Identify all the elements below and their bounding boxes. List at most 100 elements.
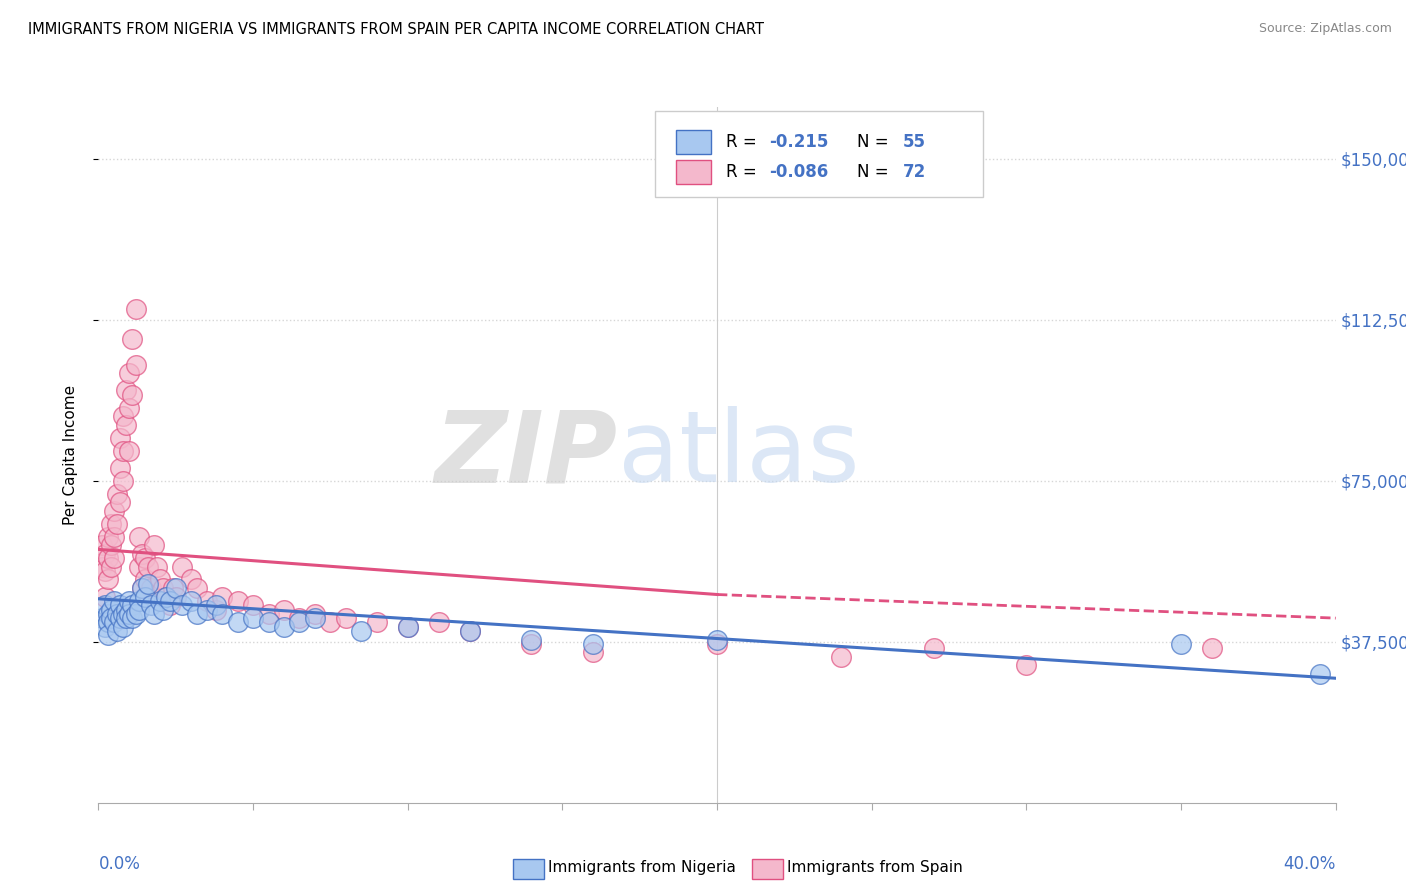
- Point: [115, 611, 138, 625]
- Point: [93, 620, 115, 634]
- Point: [366, 615, 388, 630]
- Point: [205, 599, 228, 613]
- Point: [103, 615, 125, 630]
- Point: [90, 559, 112, 574]
- Point: [186, 607, 208, 621]
- Point: [458, 624, 481, 638]
- Point: [136, 576, 159, 591]
- Text: 72: 72: [903, 162, 927, 180]
- Point: [165, 590, 187, 604]
- Point: [143, 607, 166, 621]
- Point: [112, 409, 135, 424]
- Point: [146, 559, 169, 574]
- Point: [396, 620, 419, 634]
- Point: [105, 516, 128, 531]
- Point: [100, 538, 122, 552]
- Point: [103, 551, 125, 566]
- Point: [128, 559, 150, 574]
- Point: [152, 581, 174, 595]
- Text: Immigrants from Nigeria: Immigrants from Nigeria: [548, 861, 737, 875]
- Point: [97, 628, 120, 642]
- Point: [304, 607, 326, 621]
- Point: [108, 495, 131, 509]
- Text: IMMIGRANTS FROM NIGERIA VS IMMIGRANTS FROM SPAIN PER CAPITA INCOME CORRELATION C: IMMIGRANTS FROM NIGERIA VS IMMIGRANTS FR…: [28, 22, 763, 37]
- Point: [226, 594, 249, 608]
- Point: [195, 602, 218, 616]
- Text: Source: ZipAtlas.com: Source: ZipAtlas.com: [1258, 22, 1392, 36]
- Point: [273, 620, 295, 634]
- Point: [118, 401, 141, 415]
- Point: [93, 547, 115, 561]
- Point: [134, 590, 156, 604]
- Point: [90, 538, 112, 552]
- Point: [706, 637, 728, 651]
- Point: [242, 611, 264, 625]
- Point: [124, 358, 146, 372]
- Point: [706, 632, 728, 647]
- Point: [427, 615, 450, 630]
- Point: [170, 559, 193, 574]
- Point: [304, 611, 326, 625]
- Point: [93, 599, 115, 613]
- Point: [396, 620, 419, 634]
- Point: [139, 599, 162, 613]
- Point: [115, 417, 138, 432]
- Point: [139, 581, 162, 595]
- Point: [1201, 641, 1223, 656]
- Point: [112, 443, 135, 458]
- Point: [128, 602, 150, 616]
- Point: [100, 559, 122, 574]
- Point: [155, 590, 177, 604]
- Point: [830, 649, 852, 664]
- Text: 55: 55: [903, 133, 925, 151]
- Y-axis label: Per Capita Income: Per Capita Income: [63, 384, 77, 525]
- Point: [124, 607, 146, 621]
- Point: [121, 388, 143, 402]
- Point: [159, 594, 181, 608]
- Point: [1309, 667, 1331, 681]
- Point: [128, 594, 150, 608]
- Point: [105, 486, 128, 500]
- Point: [582, 637, 605, 651]
- Text: atlas: atlas: [619, 407, 859, 503]
- Bar: [676, 160, 711, 184]
- Point: [105, 624, 128, 638]
- Point: [1170, 637, 1192, 651]
- Point: [108, 611, 131, 625]
- Point: [108, 599, 131, 613]
- Point: [93, 590, 115, 604]
- Point: [582, 645, 605, 659]
- Text: N =: N =: [856, 133, 894, 151]
- Point: [319, 615, 342, 630]
- Point: [288, 615, 311, 630]
- Point: [205, 602, 228, 616]
- Point: [143, 538, 166, 552]
- Point: [520, 637, 543, 651]
- Point: [103, 594, 125, 608]
- Point: [149, 594, 172, 608]
- Text: -0.086: -0.086: [769, 162, 828, 180]
- Text: ZIP: ZIP: [434, 407, 619, 503]
- Point: [257, 615, 280, 630]
- Point: [195, 594, 218, 608]
- Point: [121, 611, 143, 625]
- Point: [112, 607, 135, 621]
- Point: [121, 599, 143, 613]
- Point: [288, 611, 311, 625]
- Point: [350, 624, 373, 638]
- Point: [97, 573, 120, 587]
- Point: [273, 602, 295, 616]
- Point: [97, 607, 120, 621]
- Point: [124, 301, 146, 316]
- Text: -0.215: -0.215: [769, 133, 828, 151]
- Point: [162, 581, 184, 595]
- Point: [922, 641, 945, 656]
- Point: [159, 599, 181, 613]
- Point: [100, 611, 122, 625]
- Point: [90, 611, 112, 625]
- Point: [93, 564, 115, 578]
- Point: [180, 594, 202, 608]
- Point: [112, 474, 135, 488]
- Text: R =: R =: [725, 162, 762, 180]
- Point: [152, 602, 174, 616]
